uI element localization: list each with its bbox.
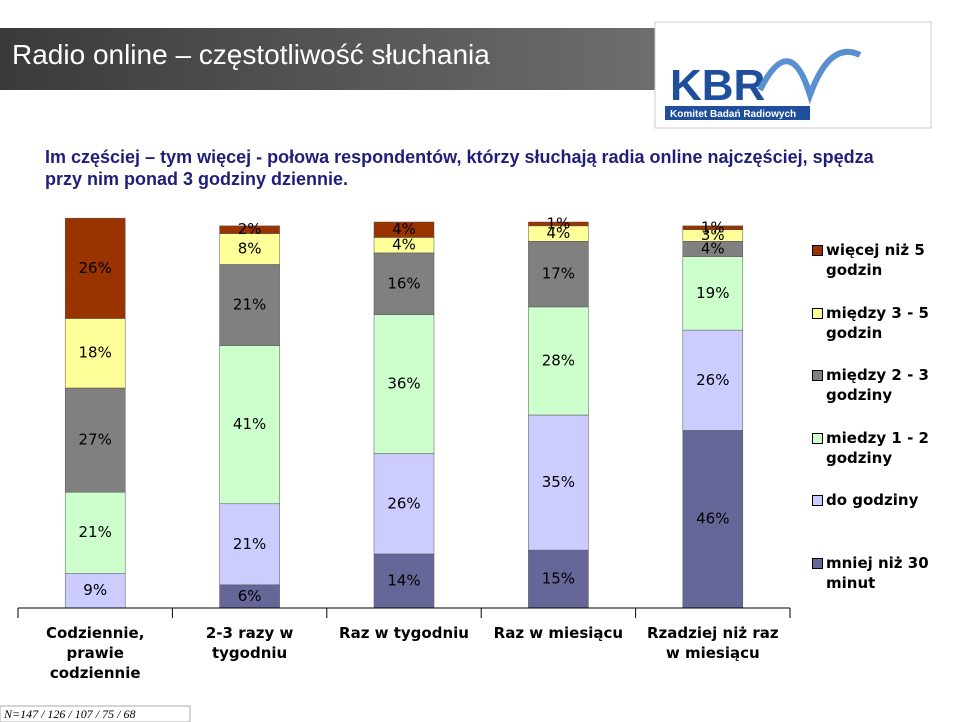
data-label: 8% [238,240,262,258]
legend-swatch [812,495,823,507]
legend-swatch [812,432,823,444]
bar-segment [64,318,126,389]
bar-segment [219,233,280,265]
bar-segment [373,314,435,454]
bar-segment [64,387,126,493]
legend-swatch [812,558,823,569]
legend-entry: mniej niż 30 minut [826,554,929,592]
data-label: 18% [79,344,112,362]
slide-title: Radio online – częstotliwość słuchania [12,39,490,70]
bar-segment [682,225,744,230]
data-label: 41% [233,415,266,433]
data-label: 16% [387,274,420,292]
data-label: 21% [233,295,266,313]
data-label: 1% [701,218,725,236]
data-label: 27% [79,431,112,449]
data-label: 14% [387,571,420,589]
logo-caption-bg [665,106,810,120]
x-tick-label: Raz w miesiącu [493,624,624,642]
legend-swatch [812,245,823,256]
bar-segment [682,430,744,609]
bar-segment [373,252,435,315]
legend-entry: miedzy 1 - 2 godziny [826,428,929,467]
data-label: 1% [547,214,571,232]
data-label: 26% [387,494,420,512]
bar-segment [373,453,435,555]
logo-swoosh [757,48,862,105]
data-label: 9% [83,581,107,599]
bar-segment [64,573,126,609]
legend-swatch [812,307,823,319]
bar-segment [219,345,280,505]
bar-segment [373,221,435,238]
data-label: 19% [696,284,729,302]
legend-entry: między 3 - 5 godzin [826,303,929,342]
data-label: 46% [696,510,729,528]
bar-segment [528,221,589,227]
data-label: 2% [238,220,262,238]
data-label: 26% [696,371,729,389]
data-label: 4% [392,236,416,254]
data-label: 21% [79,523,112,541]
data-label: 26% [79,259,112,277]
footnote: N=147 / 126 / 107 / 75 / 68 [3,707,135,721]
legend-entry: między 2 - 3 godziny [826,366,929,405]
x-tick-label: 2-3 razy w tygodniu [205,624,294,662]
data-label: 35% [542,473,575,491]
data-label: 4% [701,240,725,258]
bar-segment [64,217,126,319]
data-label: 28% [542,351,575,369]
x-tick-label: Raz w tygodniu [339,624,469,642]
subtitle: Im częściej – tym więcej - połowa respon… [45,147,874,189]
x-tick-label: Rzadziej niż raz w miesiącu [647,624,779,662]
bar-segment [528,414,589,551]
data-label: 17% [542,265,575,283]
legend-entry: więcej niż 5 godzin [826,241,925,279]
bar-segment [373,553,435,609]
data-label: 21% [233,535,266,553]
bar-segment [219,503,280,586]
logo: KBR [670,61,765,110]
legend-entry: do godziny [826,491,919,510]
bar-segment [528,549,589,609]
data-label: 4% [547,224,571,242]
bar-segment [219,225,280,234]
header-bar [0,28,655,90]
footnote-box [0,705,191,722]
bar-segment [64,491,126,574]
data-label: 3% [701,226,725,244]
bar-segment [528,241,589,308]
x-tick-label: Codziennie, prawie codziennie [45,624,145,682]
data-label: 4% [392,220,416,238]
legend-swatch [812,370,823,382]
data-label: 36% [387,375,420,393]
data-label: 15% [542,570,575,588]
logo-caption: Komitet Badań Radiowych [670,109,796,120]
data-label: 6% [238,587,262,605]
bar-segment [682,329,744,431]
